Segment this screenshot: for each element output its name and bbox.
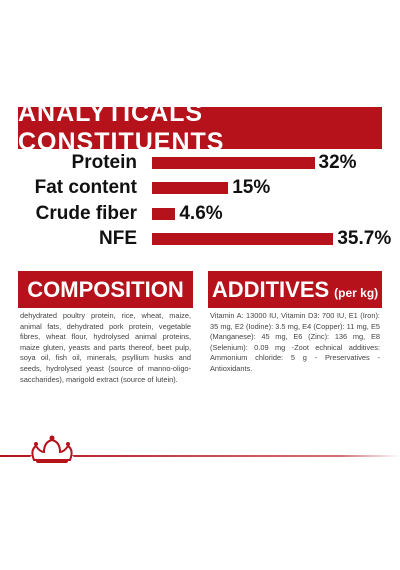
composition-banner: COMPOSITION <box>18 271 193 308</box>
additives-banner: ADDITIVES (per kg) <box>208 271 382 308</box>
bar <box>152 207 176 220</box>
row-label: Fat content <box>34 177 137 199</box>
bar <box>152 232 334 245</box>
value-label: 35.7% <box>337 227 392 249</box>
bar <box>152 182 229 195</box>
composition-text: dehydrated poultry protein, rice, wheat,… <box>20 311 191 384</box>
row-label: Protein <box>71 152 137 173</box>
additives-title-note: (per kg) <box>334 285 379 300</box>
additives-title: ADDITIVES <box>211 276 330 302</box>
additives-text: Vitamin A: 13000 IU, Vitamin D3: 700 IU,… <box>210 311 380 373</box>
value-label: 32% <box>318 152 357 173</box>
crown <box>30 435 74 465</box>
row-label: NFE <box>99 227 137 249</box>
divider <box>0 455 400 457</box>
analytics-title: ANALYTICALS CONSTITUENTS <box>18 99 225 156</box>
row-label: Crude fiber <box>35 202 137 224</box>
bar <box>152 157 315 169</box>
value-label: 15% <box>232 177 271 199</box>
logo <box>0 435 400 465</box>
value-label: 4.6% <box>179 202 223 224</box>
composition-title: COMPOSITION <box>27 276 184 302</box>
analytics-banner: ANALYTICALS CONSTITUENTS <box>18 99 382 156</box>
